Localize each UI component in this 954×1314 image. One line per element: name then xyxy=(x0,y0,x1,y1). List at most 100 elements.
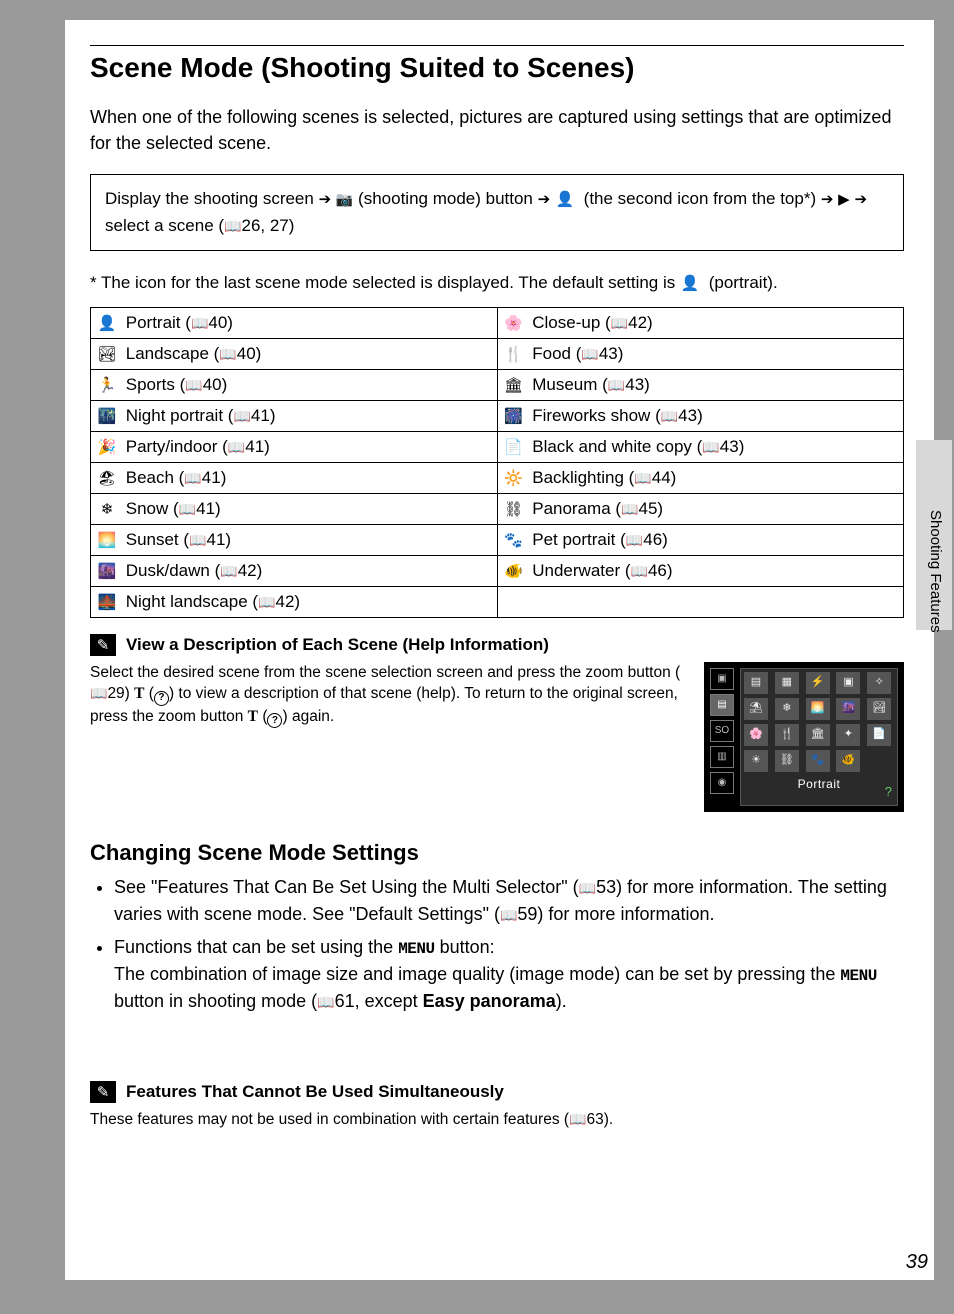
page-ref: (📖45) xyxy=(615,499,663,518)
portrait-icon: 👤 xyxy=(680,274,700,292)
navigation-box: Display the shooting screen ➔ 📷 (shootin… xyxy=(90,174,904,250)
page-ref: (📖46) xyxy=(625,561,673,580)
preview-scene-icon: 🌅 xyxy=(806,698,830,720)
preview-left-column: ▣▤SO▥◉ xyxy=(710,668,736,806)
scene-cell: 📄 Black and white copy (📖43) xyxy=(497,431,904,462)
page-ref: (📖43) xyxy=(576,344,624,363)
scene-label: Night portrait xyxy=(126,406,223,425)
scene-cell: 🏛 Museum (📖43) xyxy=(497,369,904,400)
scene-label: Fireworks show xyxy=(532,406,650,425)
scene-cell xyxy=(497,586,904,617)
book-icon: 📖 xyxy=(219,346,236,363)
scene-icon: 🎆 xyxy=(504,407,524,425)
preview-scene-icon: ⛓ xyxy=(775,750,799,772)
scene-cell: 🎉 Party/indoor (📖41) xyxy=(91,431,498,462)
book-icon: 📖 xyxy=(184,470,201,487)
scene-icon: 👤 xyxy=(555,188,575,212)
book-icon: 📖 xyxy=(611,315,628,332)
scene-label: Beach xyxy=(126,468,174,487)
arrow-icon: ➔ xyxy=(319,191,332,208)
book-icon: 📖 xyxy=(661,408,678,425)
nav-text: 26, 27) xyxy=(242,216,295,235)
note-header: ✎ Features That Cannot Be Used Simultane… xyxy=(90,1081,904,1103)
page-ref: (📖42) xyxy=(605,313,653,332)
scene-icon: 👤 xyxy=(97,314,117,332)
scene-label: Museum xyxy=(532,375,597,394)
scene-icon: 🏖 xyxy=(97,469,117,487)
scene-label: Dusk/dawn xyxy=(126,561,210,580)
book-icon: 📖 xyxy=(631,563,648,580)
scene-label: Food xyxy=(532,344,571,363)
scene-cell: 🍴 Food (📖43) xyxy=(497,338,904,369)
bullet-text: 59) for more information. xyxy=(517,904,714,924)
preview-scene-icon: ❄ xyxy=(775,698,799,720)
book-icon: 📖 xyxy=(500,905,517,926)
page-ref: (📖46) xyxy=(620,530,668,549)
scene-icon: 📄 xyxy=(504,438,524,456)
arrow-icon: ➔ xyxy=(821,191,834,208)
bullet-text: See "Features That Can Be Set Using the … xyxy=(114,877,579,897)
note-body: These features may not be used in combin… xyxy=(90,1109,904,1131)
scene-icon: 🎉 xyxy=(97,438,117,456)
book-icon: 📖 xyxy=(702,439,719,456)
T-symbol: T xyxy=(248,708,258,725)
note-text: ) again. xyxy=(282,708,334,725)
scene-label: Underwater xyxy=(532,561,620,580)
scene-icon: 🏛 xyxy=(504,376,524,394)
book-icon: 📖 xyxy=(621,501,638,518)
arrow-icon: ➔ xyxy=(854,191,867,208)
help-indicator-icon: ? xyxy=(885,783,892,801)
footnote-text: * The icon for the last scene mode selec… xyxy=(90,273,680,292)
scene-cell: 🏃 Sports (📖40) xyxy=(91,369,498,400)
scene-label: Sunset xyxy=(126,530,179,549)
preview-scene-icon: ⚡ xyxy=(806,672,830,694)
title-rule xyxy=(90,45,904,46)
changing-heading: Changing Scene Mode Settings xyxy=(90,840,904,866)
scene-icon: 🌆 xyxy=(97,562,117,580)
scene-table: 👤 Portrait (📖40)🌸 Close-up (📖42)🏞 Landsc… xyxy=(90,307,904,618)
bullet-text: button: xyxy=(435,937,495,957)
preview-scene-icon: ⛱ xyxy=(744,698,768,720)
menu-label: MENU xyxy=(398,940,434,958)
scene-cell: 🌅 Sunset (📖41) xyxy=(91,524,498,555)
book-icon: 📖 xyxy=(220,563,237,580)
preview-mode-icon: ▤ xyxy=(710,694,734,716)
book-icon: 📖 xyxy=(224,215,241,237)
preview-mode-icon: ▣ xyxy=(710,668,734,690)
book-icon: 📖 xyxy=(185,377,202,394)
page-ref: (📖42) xyxy=(215,561,263,580)
scene-icon: 🐾 xyxy=(504,531,524,549)
scene-label: Pet portrait xyxy=(532,530,615,549)
scene-icon: 🌸 xyxy=(504,314,524,332)
preview-scene-icon: ▤ xyxy=(744,672,768,694)
scene-label: Panorama xyxy=(532,499,610,518)
preview-scene-icon: 🌸 xyxy=(744,724,768,746)
preview-scene-icon: 🏞 xyxy=(867,698,891,720)
preview-mode-icon: ▥ xyxy=(710,746,734,768)
book-icon: 📖 xyxy=(634,470,651,487)
nav-text: select a scene ( xyxy=(105,216,224,235)
scene-cell: 🐾 Pet portrait (📖46) xyxy=(497,524,904,555)
page-title: Scene Mode (Shooting Suited to Scenes) xyxy=(90,52,904,84)
scene-cell: 🌉 Night landscape (📖42) xyxy=(91,586,498,617)
page-ref: (📖41) xyxy=(179,468,227,487)
scene-icon: 🐠 xyxy=(504,562,524,580)
bullet-text: ). xyxy=(556,991,567,1011)
page-ref: (📖41) xyxy=(183,530,231,549)
manual-page: Scene Mode (Shooting Suited to Scenes) W… xyxy=(65,20,934,1280)
scene-cell: 👤 Portrait (📖40) xyxy=(91,307,498,338)
scene-icon: 🍴 xyxy=(504,345,524,363)
book-icon: 📖 xyxy=(191,315,208,332)
book-icon: 📖 xyxy=(228,439,245,456)
note-title: View a Description of Each Scene (Help I… xyxy=(126,635,549,655)
camera-icon: 📷 xyxy=(336,191,353,207)
bullet-text: Functions that can be set using the xyxy=(114,937,398,957)
page-ref: (📖42) xyxy=(252,592,300,611)
book-icon: 📖 xyxy=(189,532,206,549)
page-ref: (📖43) xyxy=(697,437,745,456)
footnote: * The icon for the last scene mode selec… xyxy=(90,273,904,293)
page-ref: (📖43) xyxy=(655,406,703,425)
book-icon: 📖 xyxy=(579,878,596,899)
preview-mode-icon: ◉ xyxy=(710,772,734,794)
book-icon: 📖 xyxy=(626,532,643,549)
